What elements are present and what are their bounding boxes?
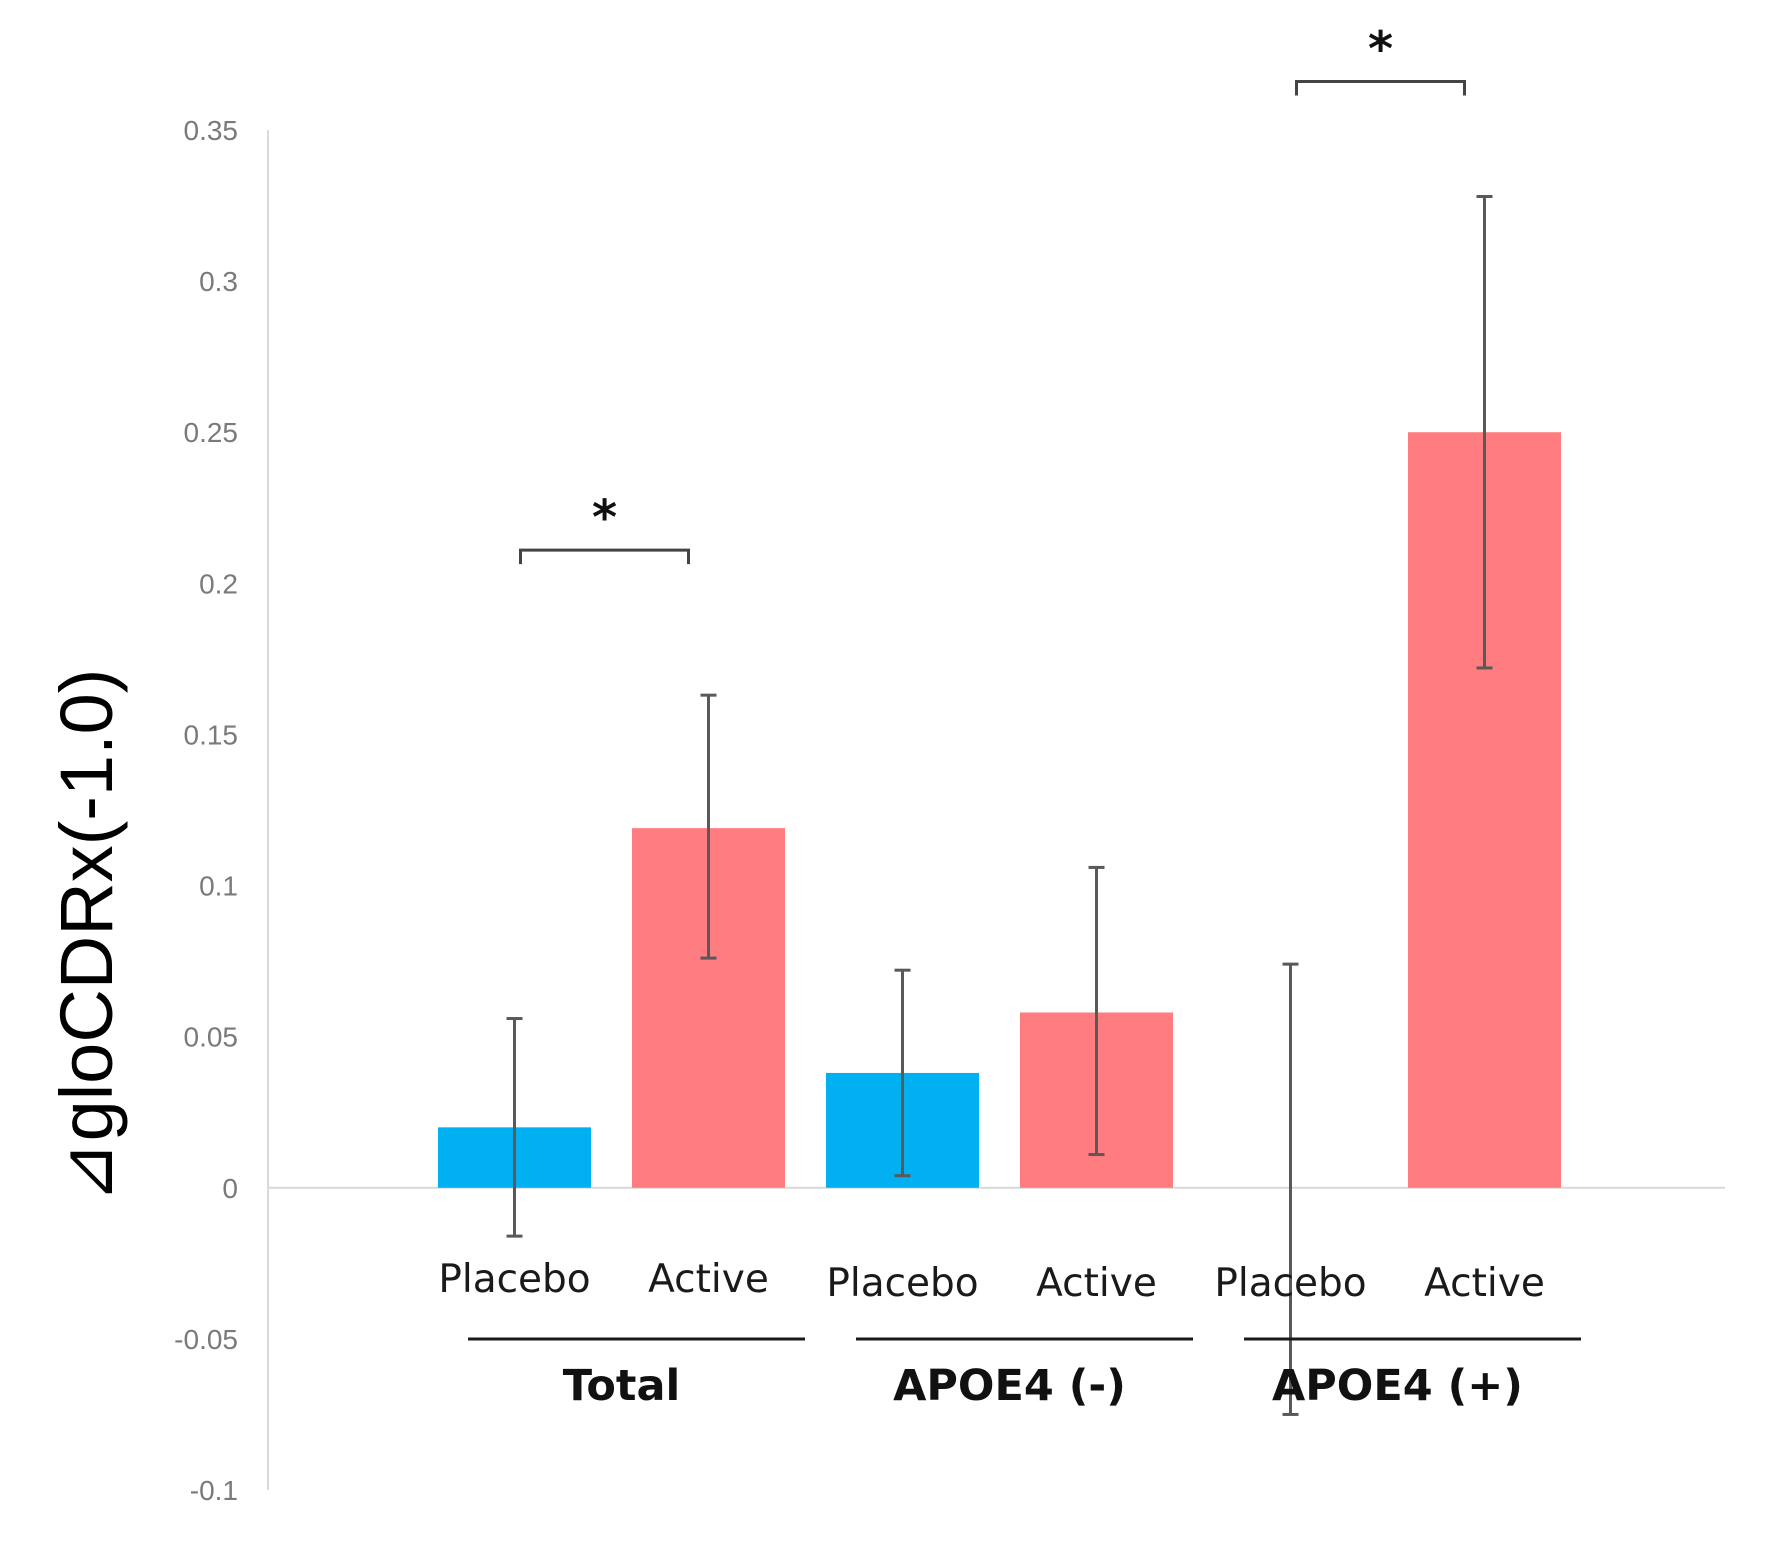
y-tick-label: 0.15 [184,719,239,750]
significance-star: * [592,490,617,546]
group-label: APOE4 (-) [893,1361,1126,1411]
y-tick-label: 0.3 [199,266,238,297]
group-label: APOE4 (+) [1272,1361,1523,1411]
significance-layer: ** [519,21,1466,565]
y-tick-label: 0.1 [199,871,238,902]
y-tick-label: 0.05 [184,1022,239,1053]
category-label: Placebo [438,1257,590,1302]
y-tick-labels: 0.35 0.3 0.25 0.2 0.15 0.1 0.05 0 -0.05 -0.1 [174,115,238,1506]
significance-star: * [1368,21,1393,77]
y-tick-label: 0.2 [199,568,238,599]
category-labels-layer: Placebo Active Total Placebo Active APOE4 (-)… [438,1257,1581,1411]
category-label: Placebo [826,1261,978,1306]
y-tick-label: 0.35 [184,115,239,146]
y-tick-label: -0.05 [174,1324,238,1355]
error-bars-layer [506,194,1493,1416]
group-label: Total [563,1361,680,1411]
significance-bracket [1295,79,1466,96]
y-tick-label: 0 [222,1173,238,1204]
y-tick-label: 0.25 [184,417,239,448]
significance-bracket [519,548,690,565]
y-tick-label: -0.1 [190,1475,238,1506]
category-label: Placebo [1214,1261,1366,1306]
category-label: Active [1036,1261,1157,1306]
category-label: Active [648,1257,769,1302]
y-axis-label: ⊿gloCDRx(-1.0) [45,669,128,1204]
category-label: Active [1424,1261,1545,1306]
